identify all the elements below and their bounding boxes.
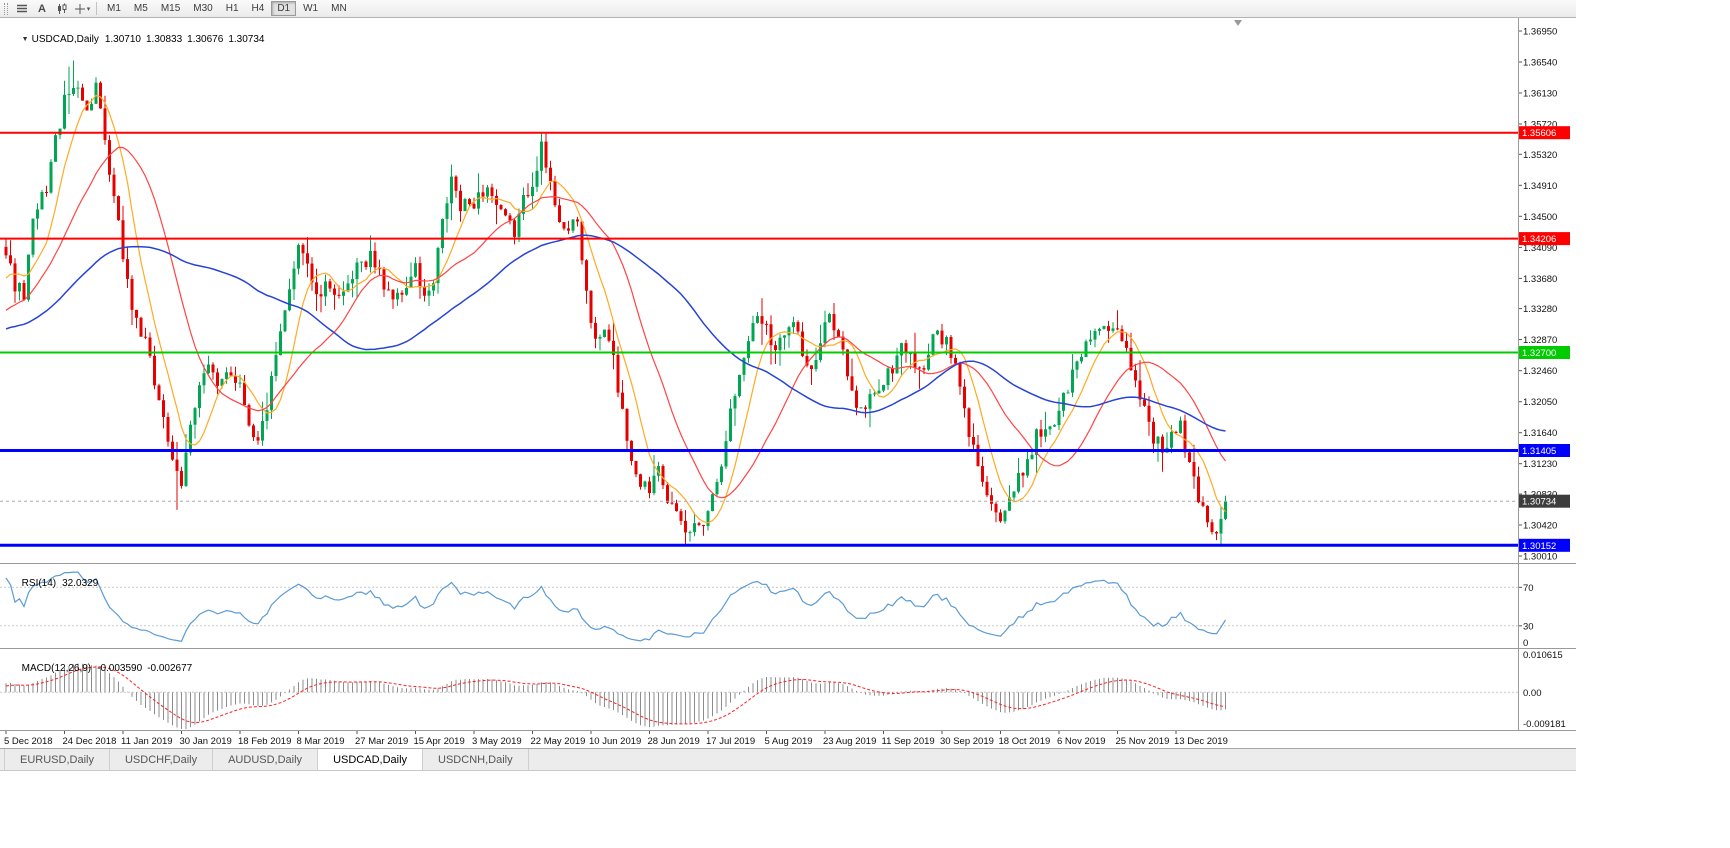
- candlestick-chart-icon[interactable]: [52, 1, 72, 16]
- svg-text:18 Feb 2019: 18 Feb 2019: [238, 736, 291, 747]
- svg-text:-0.009181: -0.009181: [1523, 719, 1566, 730]
- timeframe-button-w1[interactable]: W1: [303, 3, 319, 14]
- toolbar-grip[interactable]: [4, 2, 8, 15]
- svg-text:13 Dec 2019: 13 Dec 2019: [1174, 736, 1228, 747]
- ohlc-close: 1.30734: [228, 34, 265, 45]
- svg-text:10 Jun 2019: 10 Jun 2019: [589, 736, 641, 747]
- svg-text:3 May 2019: 3 May 2019: [472, 736, 522, 747]
- svg-text:5 Dec 2018: 5 Dec 2018: [4, 736, 53, 747]
- chart-canvas[interactable]: 70 30 00.010615 0.00 -0.009181 1.36950 1.36540…: [0, 18, 1576, 748]
- timeframe-button-m1[interactable]: M1: [107, 3, 121, 14]
- mt4-chart-window: A ▾ M1 M5 M15 M30 H1 H4 D1 W1 MN 70 30 0 0.010615 0.…: [0, 0, 1576, 771]
- svg-text:30: 30: [1523, 621, 1534, 632]
- macd-name: MACD(12,26,9): [21, 663, 92, 674]
- text-tool-icon[interactable]: A: [32, 1, 52, 16]
- macd-main-value: -0.003590: [97, 663, 143, 674]
- svg-text:8 Mar 2019: 8 Mar 2019: [297, 736, 345, 747]
- timeframe-button-d1[interactable]: D1: [271, 1, 297, 16]
- price-axis[interactable]: 1.36950 1.36540 1.36130 1.35720 1.35320 1.349…: [1518, 27, 1570, 563]
- svg-text:1.36130: 1.36130: [1523, 89, 1557, 100]
- macd-plot[interactable]: 0.010615 0.00 -0.009181: [0, 650, 1566, 730]
- main-chart-plot[interactable]: [0, 20, 1518, 547]
- svg-text:1.31640: 1.31640: [1523, 428, 1557, 439]
- chart-symbol-label: USDCAD,Daily: [31, 34, 99, 45]
- time-axis[interactable]: 5 Dec 2018 24 Dec 2018 11 Jan 2019 30 Jan 2…: [4, 730, 1228, 747]
- rsi-value: 32.0329: [62, 578, 99, 589]
- timeframe-button-h4[interactable]: H4: [251, 3, 265, 14]
- timeframe-button-mn[interactable]: MN: [331, 3, 347, 14]
- panel-separators: [0, 18, 1576, 731]
- svg-text:1.33280: 1.33280: [1523, 304, 1557, 315]
- svg-text:1.30152: 1.30152: [1522, 541, 1556, 552]
- chart-tab-eurusd[interactable]: EURUSD,Daily: [4, 749, 110, 770]
- svg-text:70: 70: [1523, 583, 1534, 594]
- ohlc-low: 1.30676: [187, 34, 224, 45]
- svg-text:1.30420: 1.30420: [1523, 521, 1557, 532]
- toolbar: A ▾ M1 M5 M15 M30 H1 H4 D1 W1 MN: [0, 0, 1576, 18]
- svg-text:6 Nov 2019: 6 Nov 2019: [1057, 736, 1106, 747]
- svg-text:1.35720: 1.35720: [1523, 120, 1557, 131]
- timeframe-button-m15[interactable]: M15: [160, 3, 181, 14]
- svg-text:25 Nov 2019: 25 Nov 2019: [1116, 736, 1170, 747]
- timeframe-button-group: M1 M5 M15 M30 H1 H4 D1 W1 MN: [101, 1, 354, 16]
- svg-text:22 May 2019: 22 May 2019: [531, 736, 586, 747]
- svg-text:17 Jul 2019: 17 Jul 2019: [706, 736, 755, 747]
- timeframe-button-m30[interactable]: M30: [193, 3, 213, 14]
- svg-text:1.36950: 1.36950: [1523, 27, 1557, 38]
- svg-text:1.35320: 1.35320: [1523, 150, 1557, 161]
- crosshair-tool-icon[interactable]: ▾: [72, 1, 92, 16]
- macd-signal-value: -0.002677: [147, 663, 193, 674]
- svg-text:1.32460: 1.32460: [1523, 366, 1557, 377]
- rsi-indicator-label: RSI(14) 32.0329: [5, 566, 99, 602]
- svg-text:30 Jan 2019: 30 Jan 2019: [180, 736, 232, 747]
- toolbar-separator: [96, 2, 97, 15]
- chevron-down-icon: ▾: [86, 5, 91, 13]
- chart-list-icon[interactable]: [12, 1, 32, 16]
- svg-text:30 Sep 2019: 30 Sep 2019: [940, 736, 994, 747]
- svg-text:24 Dec 2018: 24 Dec 2018: [63, 736, 117, 747]
- chart-tab-usdcad[interactable]: USDCAD,Daily: [318, 749, 424, 770]
- svg-text:1.31230: 1.31230: [1523, 459, 1557, 470]
- svg-text:1.30734: 1.30734: [1522, 497, 1556, 508]
- rsi-name: RSI(14): [21, 578, 57, 589]
- svg-text:1.36540: 1.36540: [1523, 58, 1557, 69]
- svg-text:1.30010: 1.30010: [1523, 552, 1557, 563]
- ohlc-high: 1.30833: [146, 34, 183, 45]
- svg-text:0.00: 0.00: [1523, 688, 1542, 699]
- svg-text:1.35606: 1.35606: [1522, 128, 1556, 139]
- svg-text:5 Aug 2019: 5 Aug 2019: [765, 736, 813, 747]
- svg-text:18 Oct 2019: 18 Oct 2019: [999, 736, 1051, 747]
- svg-text:28 Jun 2019: 28 Jun 2019: [648, 736, 700, 747]
- macd-indicator-label: MACD(12,26,9) -0.003590 -0.002677: [5, 651, 193, 687]
- timeframe-button-m5[interactable]: M5: [133, 3, 148, 14]
- svg-text:23 Aug 2019: 23 Aug 2019: [823, 736, 876, 747]
- ohlc-open: 1.30710: [104, 34, 141, 45]
- svg-text:15 Apr 2019: 15 Apr 2019: [414, 736, 465, 747]
- svg-text:1.34500: 1.34500: [1523, 212, 1557, 223]
- chart-tab-bar: EURUSD,Daily USDCHF,Daily AUDUSD,Daily USDC…: [0, 748, 1576, 771]
- svg-text:1.33680: 1.33680: [1523, 274, 1557, 285]
- svg-text:1.34910: 1.34910: [1523, 181, 1557, 192]
- svg-text:0: 0: [1523, 638, 1528, 649]
- svg-text:1.34090: 1.34090: [1523, 243, 1557, 254]
- chart-tab-usdchf[interactable]: USDCHF,Daily: [109, 749, 214, 770]
- svg-text:1.31405: 1.31405: [1522, 446, 1556, 457]
- text-tool-label: A: [38, 2, 46, 15]
- timeframe-button-h1[interactable]: H1: [225, 3, 239, 14]
- svg-text:1.32700: 1.32700: [1522, 348, 1556, 359]
- svg-text:1.32050: 1.32050: [1523, 397, 1557, 408]
- svg-text:11 Sep 2019: 11 Sep 2019: [882, 736, 935, 747]
- chart-tab-usdcnh[interactable]: USDCNH,Daily: [423, 749, 529, 770]
- rsi-plot[interactable]: 70 30 0: [0, 571, 1534, 649]
- chart-tab-audusd[interactable]: AUDUSD,Daily: [213, 749, 319, 770]
- svg-text:27 Mar 2019: 27 Mar 2019: [355, 736, 408, 747]
- svg-text:1.34206: 1.34206: [1522, 234, 1556, 245]
- svg-text:0.010615: 0.010615: [1523, 650, 1563, 661]
- svg-text:11 Jan 2019: 11 Jan 2019: [121, 736, 173, 747]
- one-click-trading-arrow-icon[interactable]: ▼: [21, 36, 29, 43]
- chart-title: ▼ USDCAD,Daily 1.30710 1.30833 1.30676 1.3073…: [5, 22, 265, 58]
- svg-text:1.32870: 1.32870: [1523, 335, 1557, 346]
